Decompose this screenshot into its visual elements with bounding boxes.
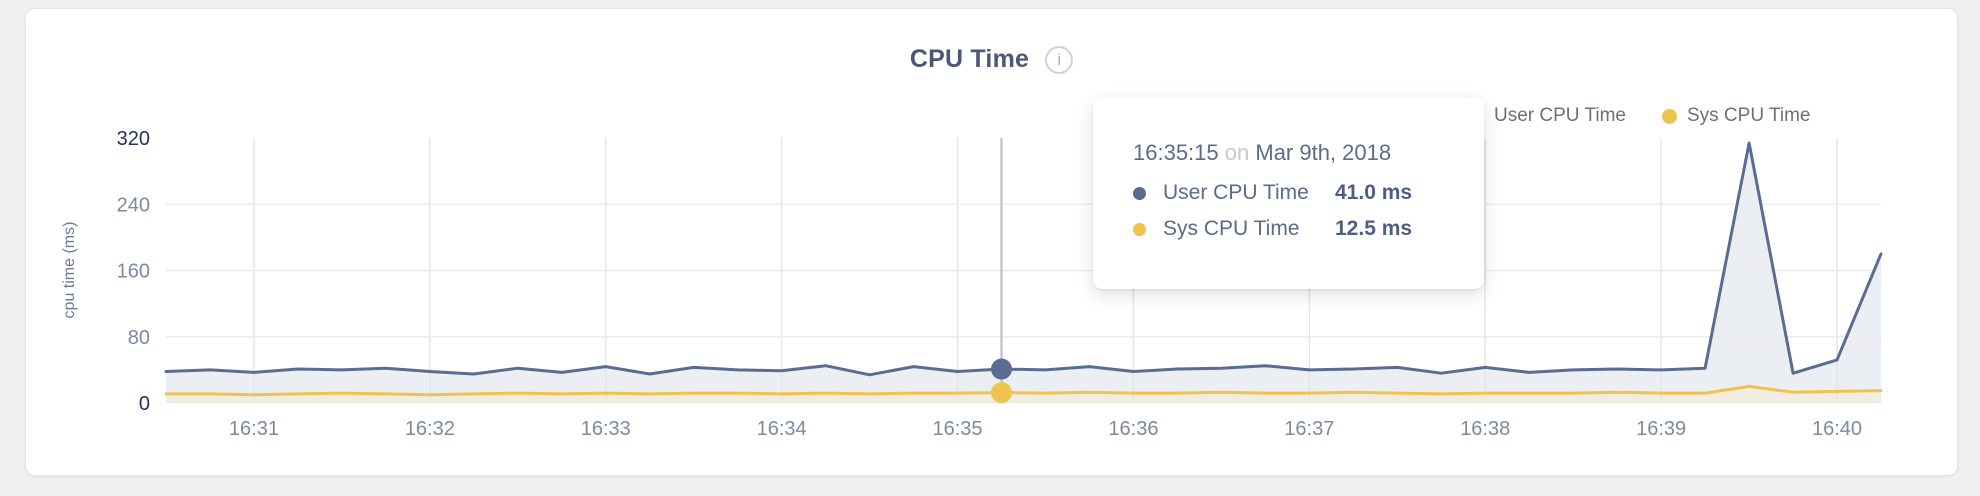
x-tick-label: 16:34: [757, 418, 807, 440]
legend-label: Sys CPU Time: [1686, 105, 1811, 126]
x-tick-label: 16:39: [1636, 418, 1686, 440]
x-tick-label: 16:33: [581, 418, 631, 440]
info-icon[interactable]: i: [1045, 45, 1074, 74]
y-axis-label: cpu time (ms): [61, 221, 78, 319]
user-cpu-dot-icon: [1133, 186, 1146, 200]
plot-area[interactable]: 0 80 160 240 320 16:31 16:32 16:33 16:34 16:35 16:…: [26, 9, 1959, 477]
chart-title: CPU Time: [909, 45, 1030, 73]
user-cpu-line: [164, 141, 1883, 377]
y-tick-label: 320: [117, 128, 150, 150]
tooltip-series-label: Sys CPU Time: [1163, 217, 1300, 240]
y-tick-label: 80: [128, 327, 150, 349]
x-tick-label: 16:31: [229, 418, 279, 440]
tooltip-connector: on: [1224, 140, 1250, 165]
chart-legend: User CPU Time Sys CPU Time: [1469, 105, 1811, 127]
y-tick-label: 160: [117, 261, 150, 283]
chart-card: CPU Time i User CPU Time Sys CPU Time cp…: [25, 8, 1958, 476]
tooltip-series-value: 41.0 ms: [1335, 181, 1413, 204]
x-tick-label: 16:38: [1460, 418, 1510, 440]
tooltip-row-user-cpu: User CPU Time 41.0 ms: [1133, 181, 1484, 205]
chart-tooltip: 16:35:15 on Mar 9th, 2018 User CPU Time …: [1093, 98, 1484, 289]
legend-item-user-cpu[interactable]: User CPU Time: [1469, 105, 1626, 127]
user-cpu-hover-point[interactable]: [991, 358, 1013, 380]
sys-cpu-dot-icon: [1133, 222, 1146, 236]
tooltip-row-sys-cpu: Sys CPU Time 12.5 ms: [1133, 217, 1484, 241]
chart-header: CPU Time i: [26, 45, 1957, 74]
x-tick-label: 16:35: [933, 418, 983, 440]
sys-cpu-legend-dot: [1661, 108, 1677, 124]
x-tick-label: 16:32: [405, 418, 455, 440]
info-icon-glyph: i: [1057, 50, 1061, 69]
legend-item-sys-cpu[interactable]: Sys CPU Time: [1661, 105, 1811, 127]
tooltip-time: 16:35:15: [1133, 140, 1219, 165]
y-tick-label: 0: [139, 393, 150, 415]
sys-cpu-line: [164, 384, 1883, 397]
sys-cpu-hover-point[interactable]: [991, 382, 1013, 404]
sys-cpu-area: [166, 386, 1881, 403]
x-tick-label: 16:37: [1284, 418, 1334, 440]
tooltip-header: 16:35:15 on Mar 9th, 2018: [1133, 140, 1484, 166]
tooltip-series-label: User CPU Time: [1163, 181, 1309, 204]
user-cpu-area: [166, 143, 1881, 403]
legend-label: User CPU Time: [1494, 105, 1626, 126]
x-tick-label: 16:36: [1108, 418, 1158, 440]
y-tick-label: 240: [117, 194, 150, 216]
x-tick-label: 16:40: [1812, 418, 1862, 440]
tooltip-date: Mar 9th, 2018: [1255, 140, 1392, 165]
tooltip-series-value: 12.5 ms: [1335, 217, 1413, 240]
